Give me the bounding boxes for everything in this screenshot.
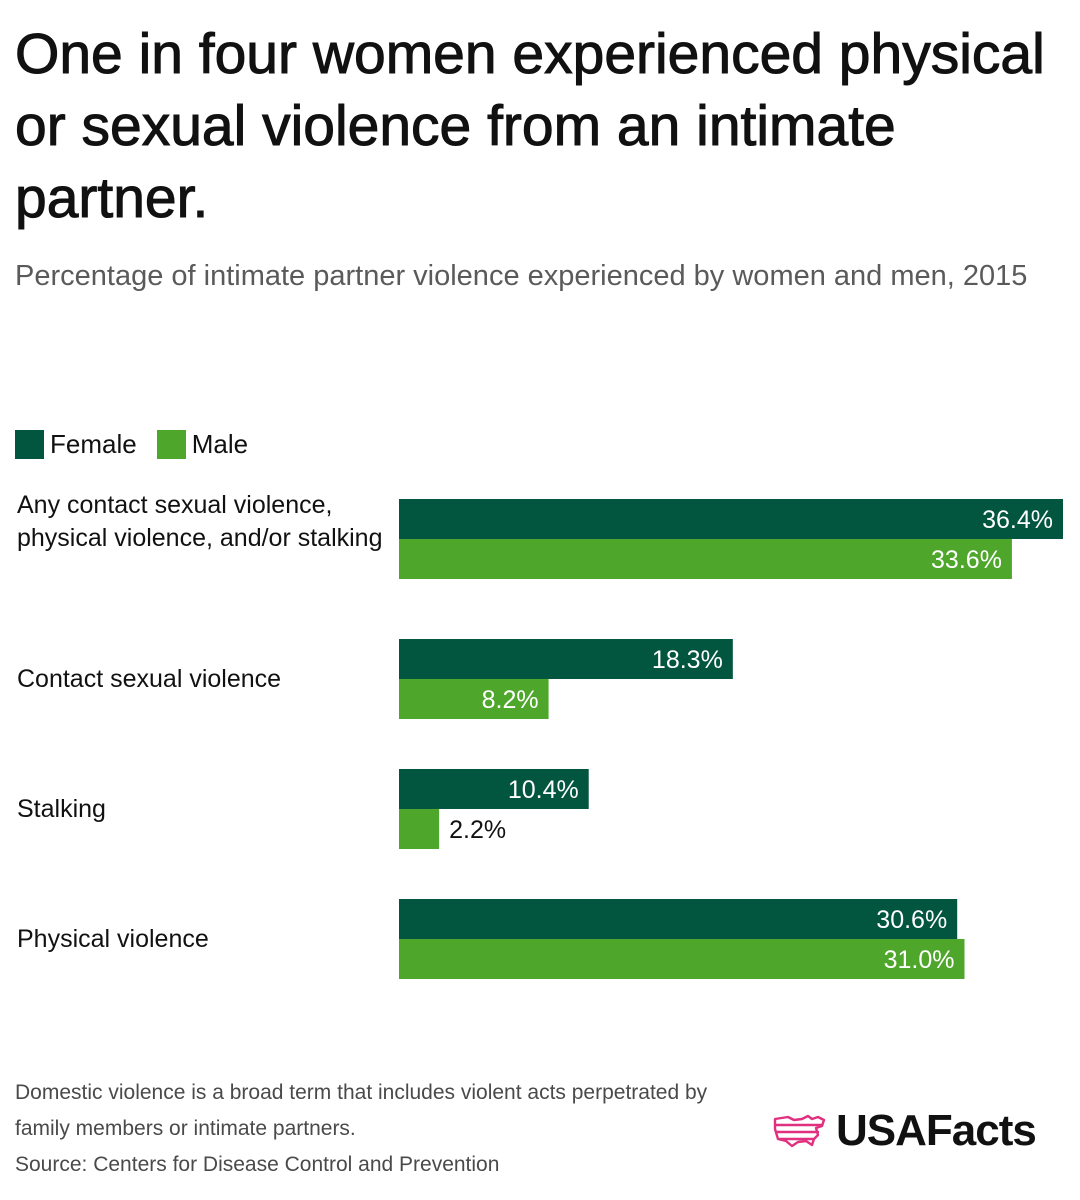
logo-text: USAFacts — [836, 1106, 1037, 1155]
bar-male — [399, 539, 1012, 579]
category-label: Contact sexual violence — [17, 665, 282, 693]
data-label: 30.6% — [876, 906, 947, 934]
data-label: 36.4% — [982, 506, 1053, 534]
bar-male — [399, 679, 549, 719]
footnote-note: Domestic violence is a broad term that i… — [15, 1081, 708, 1140]
usa-map-icon — [773, 1114, 826, 1148]
bar-male — [399, 939, 965, 979]
data-label: 33.6% — [931, 546, 1002, 574]
chart-subtitle: Percentage of intimate partner violence … — [15, 260, 1028, 292]
data-label: 2.2% — [449, 816, 506, 844]
category-label: Stalking — [17, 795, 106, 823]
bar-female — [399, 769, 589, 809]
footnote: Domestic violence is a broad term that i… — [15, 1075, 735, 1183]
legend-swatch-female — [15, 429, 44, 459]
legend-swatch-male — [156, 429, 186, 459]
legend-item-female: Female — [15, 429, 137, 460]
legend-label-female: Female — [50, 428, 137, 459]
chart-title: One in four women experienced physical o… — [15, 22, 1046, 231]
data-label: 8.2% — [482, 686, 539, 714]
bar-female — [399, 499, 1063, 539]
bar-female — [399, 639, 733, 679]
usafacts-logo: USAFacts — [772, 1103, 1037, 1159]
category-label: Physical violence — [17, 925, 209, 953]
category-label: Any contact sexual violence, physical vi… — [17, 491, 383, 552]
legend: Female Male — [15, 426, 268, 462]
data-label: 31.0% — [884, 946, 955, 974]
legend-item-male: Male — [156, 428, 249, 460]
data-label: 10.4% — [508, 776, 579, 804]
data-label: 18.3% — [652, 646, 723, 674]
bar-chart: 36.4% 33.6% 18.3% 8.2% 10.4%2.2% 30.6% 31.0% — [399, 499, 1063, 979]
legend-label-male: Male — [191, 428, 249, 459]
bar-male — [399, 809, 440, 849]
bar-female — [399, 899, 958, 939]
footnote-source: Source: Centers for Disease Control and … — [15, 1153, 500, 1176]
